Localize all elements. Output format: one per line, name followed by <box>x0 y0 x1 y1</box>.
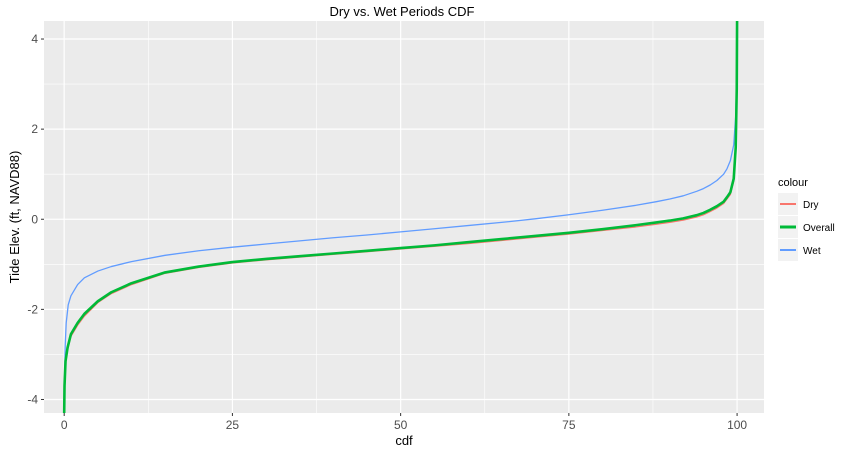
y-tick-label: -2 <box>27 302 38 316</box>
y-tick-label: 2 <box>31 122 38 136</box>
x-tick-label: 0 <box>61 418 68 432</box>
x-axis-title: cdf <box>395 433 413 448</box>
x-axis-ticks: 0 25 50 75 100 <box>61 413 747 432</box>
grid-major-lines <box>44 21 764 413</box>
y-axis-ticks: -4 -2 0 2 4 <box>27 32 44 406</box>
legend-label-dry: Dry <box>803 200 819 211</box>
series-line-overall <box>62 20 739 414</box>
legend-title: colour <box>778 177 808 189</box>
x-tick-label: 50 <box>394 418 408 432</box>
y-tick-label: 0 <box>31 212 38 226</box>
plot-panel <box>44 21 764 413</box>
y-tick-label: -4 <box>27 392 38 406</box>
legend-label-wet: Wet <box>803 246 821 257</box>
legend-items: Dry Overall Wet <box>778 193 835 261</box>
legend: colour Dry Overall Wet <box>778 177 835 261</box>
x-tick-label: 25 <box>226 418 240 432</box>
legend-label-overall: Overall <box>803 223 835 234</box>
series-line-wet <box>63 20 738 414</box>
grid-minor-lines <box>44 21 764 413</box>
chart-title: Dry vs. Wet Periods CDF <box>330 4 475 19</box>
x-tick-label: 75 <box>562 418 576 432</box>
y-tick-label: 4 <box>31 32 38 46</box>
y-axis-title: Tide Elev. (ft, NAVD88) <box>7 151 22 284</box>
series-lines <box>62 20 739 414</box>
series-line-dry <box>63 20 738 414</box>
x-tick-label: 100 <box>727 418 747 432</box>
